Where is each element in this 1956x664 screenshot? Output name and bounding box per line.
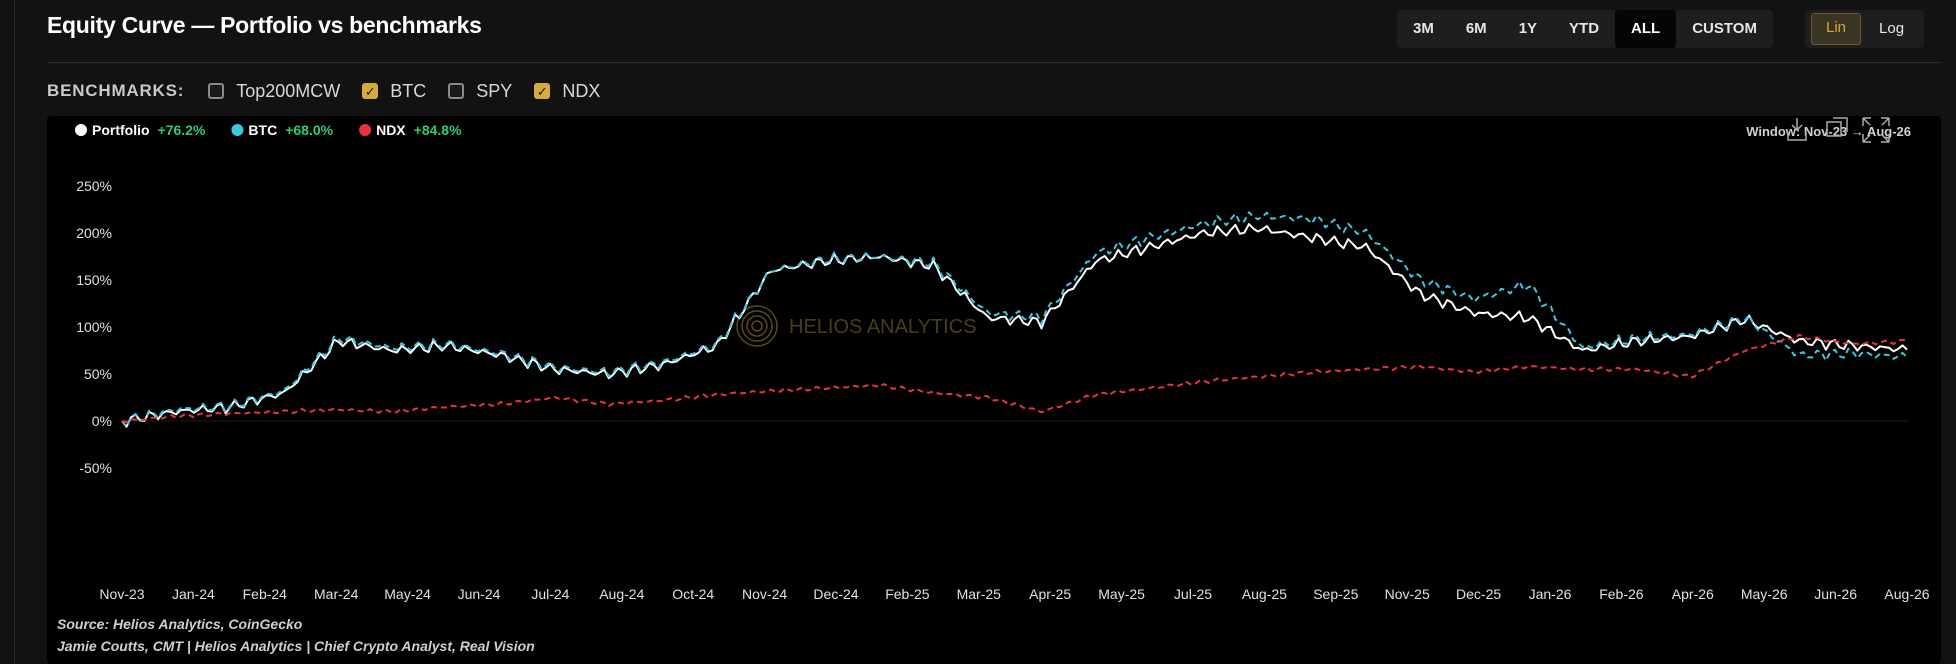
legend-dot-ndx <box>359 124 372 136</box>
legend-name: Portfolio <box>92 122 150 138</box>
scale-log-button[interactable]: Log <box>1879 20 1905 37</box>
x-tick-label: Nov-24 <box>742 586 787 602</box>
x-tick-label: Feb-26 <box>1599 586 1644 602</box>
benchmark-label: NDX <box>562 80 601 101</box>
x-tick-label: Aug-26 <box>1884 586 1929 602</box>
x-tick-label: Mar-24 <box>314 586 359 602</box>
attribution-line: Jamie Coutts, CMT | Helios Analytics | C… <box>57 638 535 654</box>
x-tick-label: Nov-25 <box>1385 586 1430 602</box>
range-selector: 3M 6M 1Y YTD ALL CUSTOM <box>1397 10 1773 48</box>
range-ytd-button[interactable]: YTD <box>1569 20 1600 37</box>
watermark-logo-icon <box>751 320 763 332</box>
legend-name: BTC <box>248 122 277 138</box>
x-tick-label: Aug-25 <box>1242 586 1287 602</box>
range-6m-button[interactable]: 6M <box>1465 20 1487 37</box>
benchmark-btc[interactable]: ✓ BTC <box>362 81 426 102</box>
series-line-ndx <box>121 333 1908 423</box>
x-tick-label: Jan-26 <box>1529 586 1572 602</box>
watermark-text: HELIOS ANALYTICS <box>789 316 976 338</box>
x-tick-label: Nov-23 <box>99 586 144 602</box>
benchmarks-label: BENCHMARKS: <box>47 81 185 100</box>
y-tick-label: 250% <box>76 178 112 194</box>
y-tick-label: 100% <box>76 319 112 335</box>
legend-name: NDX <box>376 122 406 138</box>
x-tick-label: Dec-24 <box>813 586 858 602</box>
benchmark-spy[interactable]: SPY <box>448 81 512 102</box>
checkbox-unchecked-icon[interactable] <box>448 83 465 99</box>
source-line: Source: Helios Analytics, CoinGecko <box>57 616 303 632</box>
benchmark-label: Top200MCW <box>236 80 341 101</box>
x-tick-label: May-26 <box>1741 586 1788 602</box>
checkbox-unchecked-icon[interactable] <box>208 83 225 99</box>
x-tick-label: Jun-26 <box>1814 586 1857 602</box>
page-title: Equity Curve — Portfolio vs benchmarks <box>47 12 482 38</box>
x-tick-label: Oct-24 <box>672 586 714 602</box>
watermark-logo-icon <box>736 305 778 347</box>
x-tick-label: Jan-24 <box>172 586 215 602</box>
header-divider <box>47 62 1941 63</box>
benchmark-ndx[interactable]: ✓ NDX <box>534 81 600 102</box>
benchmark-top200mcw[interactable]: Top200MCW <box>208 81 340 102</box>
x-tick-label: Jul-25 <box>1174 586 1212 602</box>
y-tick-label: 200% <box>76 225 112 241</box>
x-tick-label: Aug-24 <box>599 586 644 602</box>
x-tick-label: Jul-24 <box>531 586 569 602</box>
legend-dot-portfolio <box>75 124 87 136</box>
legend-change: +84.8% <box>414 122 462 138</box>
x-tick-label: May-25 <box>1098 586 1145 602</box>
checkbox-checked-icon[interactable]: ✓ <box>534 83 551 99</box>
checkbox-checked-icon[interactable]: ✓ <box>362 83 379 99</box>
x-tick-label: May-24 <box>384 586 431 602</box>
benchmarks-row: BENCHMARKS: Top200MCW ✓ BTC SPY ✓ NDX <box>47 80 622 102</box>
x-tick-label: Dec-25 <box>1456 586 1501 602</box>
expand-icon[interactable] <box>1862 117 1890 143</box>
legend-dot-btc <box>231 124 244 136</box>
range-3m-button[interactable]: 3M <box>1413 20 1434 37</box>
chart-panel: HELIOS ANALYTICS 250% 200% 150% 100% 50% 0% -50… <box>47 116 1941 664</box>
x-tick-label: Jun-24 <box>458 586 501 602</box>
y-tick-label: 50% <box>84 366 112 382</box>
download-icon[interactable] <box>1787 118 1807 141</box>
scale-selector: Lin Log <box>1805 10 1925 48</box>
chart-card: Equity Curve — Portfolio vs benchmarks 3… <box>14 0 1955 664</box>
y-tick-label: 0% <box>92 413 112 429</box>
scale-lin-button[interactable]: Lin <box>1811 13 1862 45</box>
legend-change: +68.0% <box>285 122 333 138</box>
copy-icon[interactable] <box>1826 117 1848 137</box>
x-tick-label: Feb-25 <box>885 586 930 602</box>
x-tick-label: Sep-25 <box>1313 586 1358 602</box>
range-1y-button[interactable]: 1Y <box>1518 20 1538 37</box>
legend-change: +76.2% <box>158 122 206 138</box>
x-tick-label: Mar-25 <box>957 586 1002 602</box>
range-all-button[interactable]: ALL <box>1615 10 1677 48</box>
y-tick-label: -50% <box>79 460 112 476</box>
watermark-logo-icon <box>741 310 773 342</box>
equity-chart: HELIOS ANALYTICS 250% 200% 150% 100% 50% 0% -50… <box>75 117 1930 602</box>
x-tick-label: Apr-26 <box>1672 586 1714 602</box>
range-custom-button[interactable]: CUSTOM <box>1692 20 1757 37</box>
benchmark-label: SPY <box>476 80 513 101</box>
series-line-portfolio <box>121 223 1908 428</box>
watermark-logo-icon <box>746 315 768 337</box>
y-tick-label: 150% <box>76 272 112 288</box>
x-tick-label: Apr-25 <box>1029 586 1071 602</box>
benchmark-label: BTC <box>390 80 427 101</box>
x-tick-label: Feb-24 <box>243 586 288 602</box>
